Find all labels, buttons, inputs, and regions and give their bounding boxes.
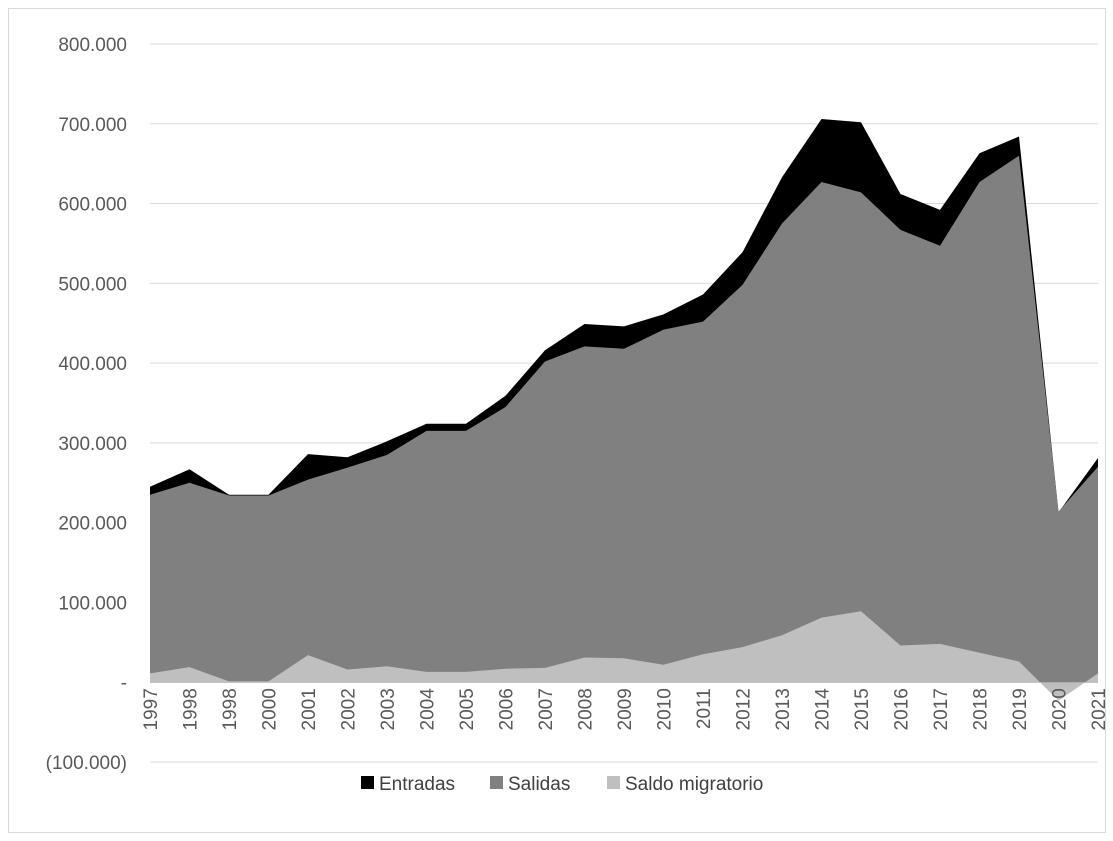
legend-swatch [490,776,503,789]
x-tick-label: 1997 [141,688,162,730]
legend-label: Salidas [508,774,570,795]
x-tick-label: 2009 [615,688,636,730]
x-tick-label: 2002 [339,688,360,730]
x-tick-label: 2008 [576,688,597,730]
area-salidas [150,155,1098,683]
y-tick-label: 400.000 [58,354,127,375]
y-tick-label: 100.000 [58,593,127,614]
x-tick-label: 2018 [971,688,992,730]
x-tick-label: 2020 [1050,688,1071,730]
x-tick-label: 2005 [457,688,478,730]
legend-swatch [607,776,620,789]
x-tick-label: 2001 [299,688,320,730]
x-tick-label: 2013 [773,688,794,730]
legend-label: Saldo migratorio [625,774,763,795]
x-tick-label: 2017 [931,688,952,730]
x-tick-label: 2015 [852,688,873,730]
series-areas [150,119,1098,701]
x-tick-label: 2011 [694,688,715,729]
area-chart: (100.000) - 100.000 200.000 300.000 400.000 50… [46,35,1107,795]
legend: Entradas Salidas Saldo migratorio [361,774,763,795]
x-tick-label: 1998 [181,688,202,730]
y-tick-label: - [121,673,127,694]
x-tick-label: 2006 [497,688,518,730]
x-tick-label: 2003 [378,688,399,730]
y-tick-label: 300.000 [58,434,127,455]
y-tick-label: 700.000 [58,115,127,136]
legend-swatch [361,776,374,789]
y-tick-label: 800.000 [58,35,127,56]
y-axis-ticks: (100.000) - 100.000 200.000 300.000 400.000 50… [46,35,127,774]
y-tick-label: (100.000) [46,753,127,774]
x-tick-label: 2014 [813,688,834,731]
x-tick-label: 2021 [1089,688,1107,730]
y-tick-label: 200.000 [58,514,127,535]
x-tick-label: 1998 [220,688,241,730]
x-tick-label: 2019 [1010,688,1031,730]
y-tick-label: 600.000 [58,195,127,216]
area-saldo-migratorio [150,611,1098,701]
x-tick-label: 2000 [260,688,281,730]
x-tick-label: 2010 [655,688,676,730]
x-tick-label: 2016 [892,688,913,730]
x-tick-label: 2012 [734,688,755,730]
x-tick-label: 2007 [536,688,557,730]
x-axis-ticks: 1997 1998 1998 2000 2001 2002 2003 2004 2005 2006… [141,688,1107,731]
legend-label: Entradas [379,774,455,795]
chart-frame: (100.000) - 100.000 200.000 300.000 400.000 50… [8,8,1107,833]
y-tick-label: 500.000 [58,274,127,295]
x-tick-label: 2004 [418,688,439,731]
